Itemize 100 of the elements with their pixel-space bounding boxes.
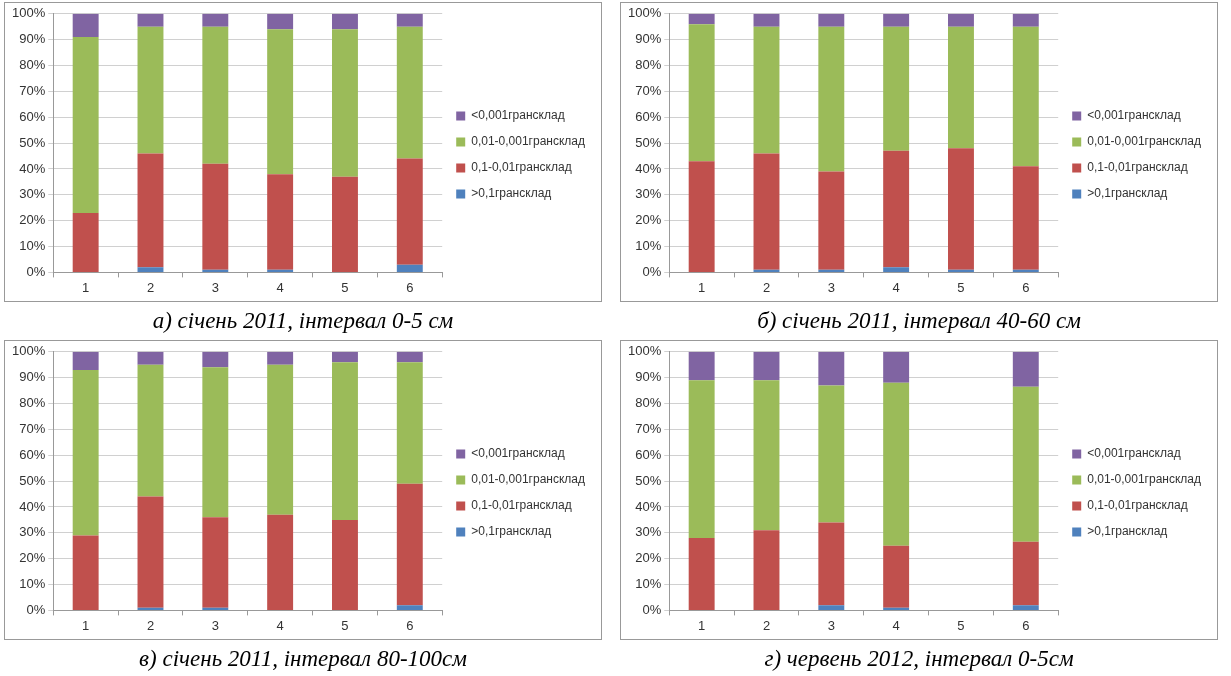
x-tick-label: 6: [406, 279, 414, 295]
x-tick-label: 2: [762, 279, 771, 295]
y-tick-label: 100%: [12, 5, 46, 21]
y-tick-label: 70%: [635, 82, 662, 98]
bar: [202, 607, 229, 610]
bar: [137, 13, 164, 27]
y-tick-label: 30%: [635, 186, 662, 202]
bar: [1012, 26, 1039, 167]
bar: [202, 26, 229, 164]
y-tick-label: 10%: [19, 238, 46, 254]
legend-label: <0,001грансклад: [1087, 446, 1181, 461]
x-tick-label: 4: [276, 617, 284, 633]
bar: [688, 351, 715, 381]
y-tick-label: 0%: [642, 263, 662, 279]
bar: [267, 351, 294, 365]
bar: [332, 362, 358, 520]
bar: [332, 351, 358, 363]
bar: [137, 496, 164, 608]
legend-label: >0,1грансклад: [471, 524, 552, 539]
legend-label: 0,01-0,001грансклад: [471, 472, 585, 487]
x-tick-label: 4: [892, 279, 900, 295]
bar: [1012, 605, 1039, 610]
x-tick-label: 5: [957, 279, 965, 295]
legend-label: >0,1грансклад: [1087, 524, 1168, 539]
legend-label: 0,01-0,001грансклад: [1087, 134, 1201, 149]
x-tick-label: 2: [146, 617, 155, 633]
x-tick-label: 1: [698, 617, 706, 633]
bar: [396, 605, 423, 610]
x-tick-label: 3: [211, 279, 219, 295]
bar: [818, 385, 845, 523]
bar: [267, 174, 294, 270]
bar: [1012, 166, 1039, 270]
y-tick-label: 80%: [635, 57, 662, 73]
text: б) січень 2011, інтервал 40-60 см: [756, 308, 1082, 334]
bar: [818, 26, 845, 172]
bar: [753, 530, 780, 610]
bar: [688, 161, 715, 272]
bar: [818, 171, 845, 270]
bar: [396, 264, 423, 272]
y-tick-label: 80%: [19, 57, 46, 73]
bar: [202, 517, 229, 608]
y-tick-label: 30%: [19, 524, 46, 540]
x-tick-label: 3: [827, 279, 835, 295]
bar: [396, 158, 423, 265]
y-tick-label: 70%: [19, 420, 46, 436]
x-tick-label: 2: [762, 617, 771, 633]
bar: [883, 150, 910, 268]
y-tick-label: 50%: [635, 134, 662, 150]
bar: [137, 267, 164, 272]
bar: [137, 26, 164, 154]
bar: [688, 537, 715, 610]
y-tick-label: 80%: [19, 395, 46, 411]
legend-label: 0,1-0,01грансклад: [471, 160, 572, 175]
bar: [688, 24, 715, 162]
bar: [332, 13, 358, 30]
bar: [202, 163, 229, 270]
legend-label: <0,001грансклад: [471, 446, 565, 461]
y-tick-label: 40%: [19, 160, 46, 176]
y-tick-label: 90%: [19, 369, 46, 385]
bar: [396, 483, 423, 606]
y-tick-label: 10%: [19, 576, 46, 592]
bar: [883, 26, 910, 151]
bar: [267, 29, 294, 175]
y-tick-label: 100%: [628, 5, 662, 21]
y-tick-label: 60%: [635, 446, 662, 462]
bar: [818, 13, 845, 27]
x-tick-label: 6: [1022, 279, 1030, 295]
y-tick-label: 70%: [19, 82, 46, 98]
bar: [396, 26, 423, 159]
bar: [818, 605, 845, 610]
legend-label: >0,1грансклад: [471, 186, 552, 201]
bar: [72, 369, 99, 536]
y-tick-label: 60%: [19, 108, 46, 124]
bar: [753, 269, 780, 272]
x-tick-label: 6: [406, 617, 414, 633]
bar: [883, 382, 910, 546]
y-tick-label: 100%: [628, 343, 662, 359]
bar: [948, 13, 974, 27]
y-tick-label: 40%: [19, 498, 46, 514]
bar: [753, 153, 780, 270]
bar: [818, 522, 845, 606]
bar: [883, 607, 910, 610]
bar: [818, 351, 845, 386]
y-tick-label: 50%: [19, 134, 46, 150]
bar: [137, 351, 164, 365]
bar: [202, 351, 229, 368]
y-tick-label: 0%: [26, 263, 46, 279]
x-tick-label: 1: [82, 279, 90, 295]
bar: [1012, 351, 1039, 387]
bar: [688, 13, 715, 25]
bar: [267, 13, 294, 30]
bar: [72, 37, 99, 213]
bar: [948, 269, 974, 272]
y-tick-label: 20%: [19, 550, 46, 566]
bar: [267, 514, 294, 610]
bar: [818, 269, 845, 272]
bar: [948, 148, 974, 270]
legend-label: 0,01-0,001грансклад: [471, 134, 585, 149]
text: г) червень 2012, інтервал 0-5см: [763, 646, 1075, 672]
y-tick-label: 0%: [26, 601, 46, 617]
